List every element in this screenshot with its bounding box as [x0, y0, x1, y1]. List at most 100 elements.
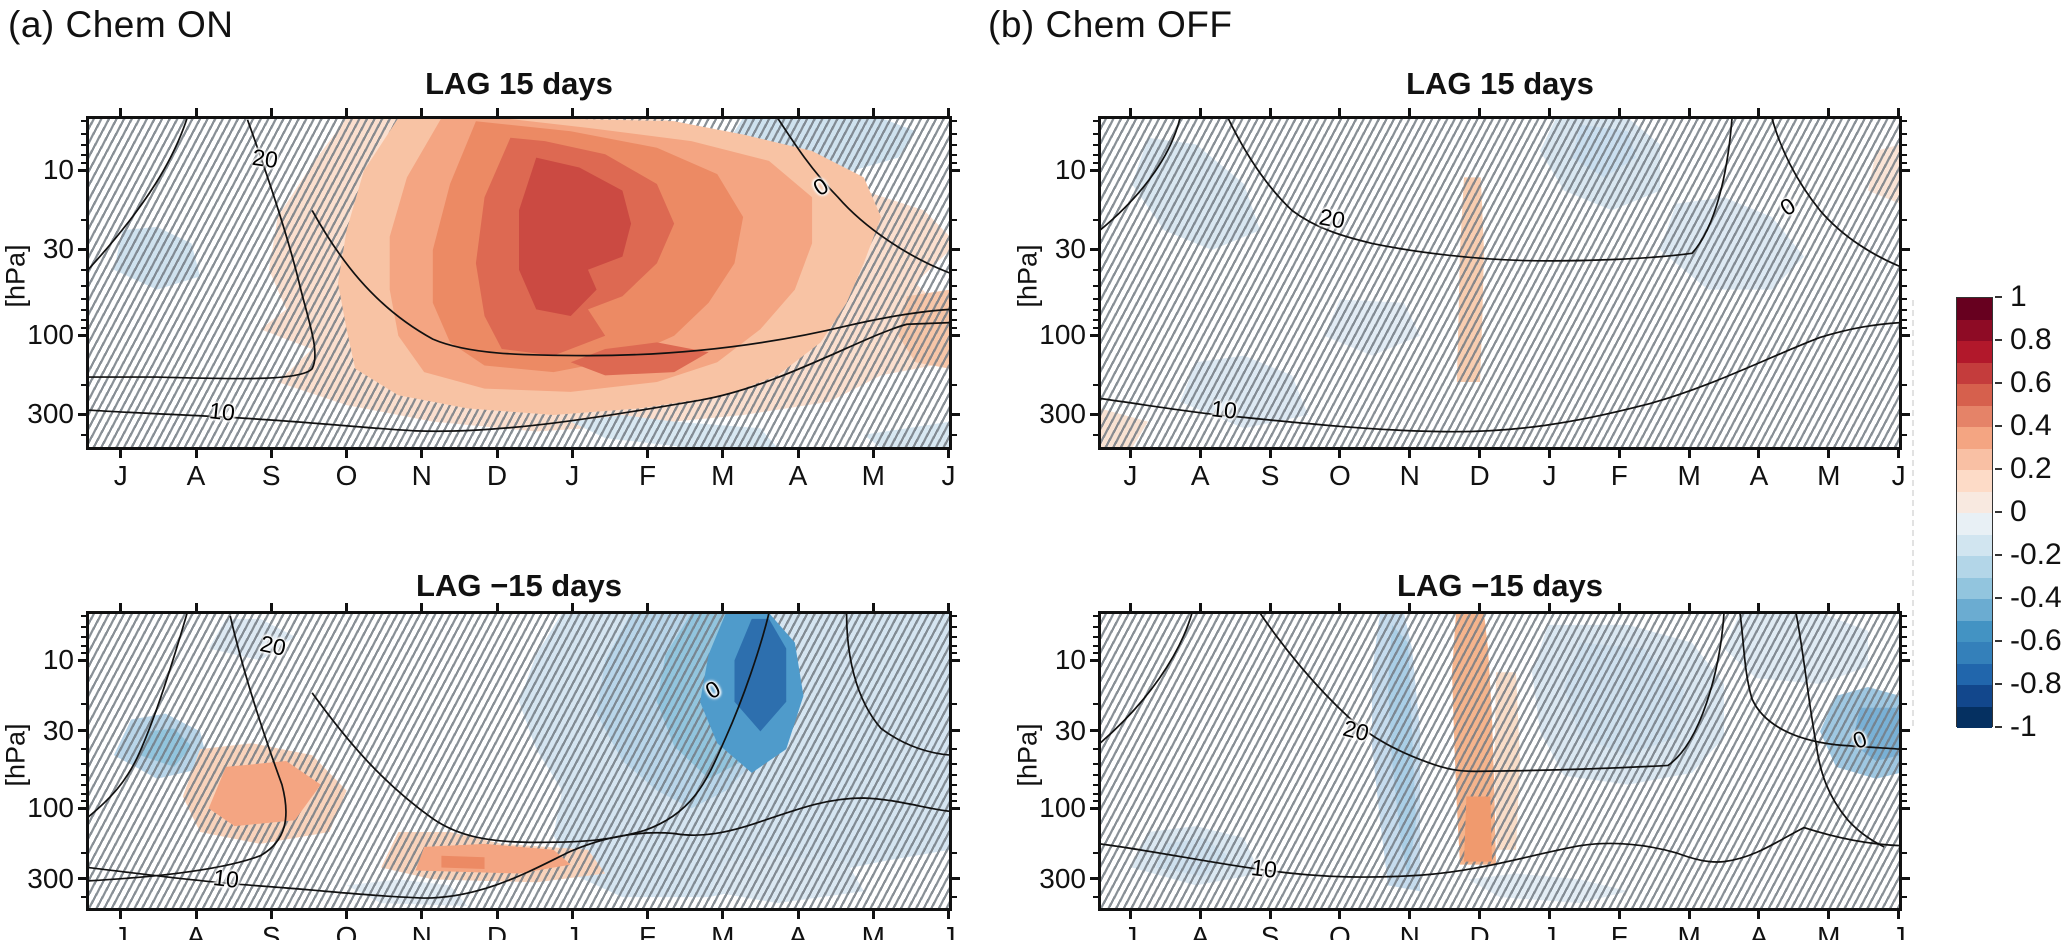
x-axis-tick: [1757, 603, 1761, 613]
x-axis-month-label: A: [1190, 460, 1210, 491]
x-axis-month-label: M: [1677, 460, 1701, 491]
x-axis-tick: [1128, 448, 1132, 458]
x-axis-tick: [1617, 603, 1621, 613]
x-axis-tick: [495, 448, 499, 458]
x-axis-tick: [1268, 448, 1272, 458]
colorbar-cell: [1957, 556, 1992, 578]
x-axis-tick: [1338, 108, 1342, 118]
y-axis-minor-tick: [1900, 896, 1907, 899]
x-axis-tick: [1547, 108, 1551, 118]
y-axis-minor-tick: [1900, 326, 1907, 329]
colorbar-cell: [1957, 706, 1992, 728]
y-axis-minor-tick: [1900, 626, 1907, 629]
significant-fill-and-contours-layer: [1100, 118, 1900, 448]
x-axis-month-label: O: [335, 460, 358, 491]
hatching-overlay: [1100, 613, 1900, 909]
y-axis-major-tick: [78, 168, 88, 172]
x-axis-tick: [269, 603, 273, 613]
y-axis-minor-tick: [1093, 326, 1100, 329]
x-axis-tick: [570, 108, 574, 118]
y-axis-minor-tick: [81, 162, 88, 165]
colorbar-tick-label: -0.8: [2010, 667, 2062, 700]
y-axis-minor-tick: [1900, 792, 1907, 795]
y-axis-minor-tick: [950, 119, 957, 122]
y-axis-tick-label: 300: [1039, 862, 1086, 894]
colorbar-tick-label: 0.4: [2010, 409, 2052, 442]
x-axis-tick: [796, 108, 800, 118]
x-axis-tick: [119, 603, 123, 613]
y-axis-minor-tick: [81, 703, 88, 706]
y-axis-minor-tick: [950, 851, 957, 854]
title-b-lag-minus15: LAG −15 days: [1397, 568, 1603, 603]
x-axis-tick: [1338, 603, 1342, 613]
title-a-lag-plus15: LAG 15 days: [425, 66, 613, 101]
y-axis-minor-tick: [1900, 614, 1907, 617]
colorbar-cell: [1957, 427, 1992, 449]
x-axis-month-label: S: [261, 460, 281, 491]
x-axis-tick: [194, 448, 198, 458]
x-axis-month-label: J: [1123, 460, 1138, 491]
panel-chem-off-lag-minus15: 20 0 10: [1090, 603, 1910, 919]
x-axis-month-label: J: [1542, 921, 1557, 940]
y-axis-tick-label: 30: [1054, 714, 1086, 746]
x-axis-month-label: D: [1469, 460, 1490, 491]
x-axis-tick: [1408, 603, 1412, 613]
x-axis-tick: [947, 603, 951, 613]
y-axis-minor-tick: [1900, 384, 1907, 387]
y-axis-minor-tick: [1093, 774, 1100, 777]
contour-label-20: 20: [250, 144, 280, 174]
x-axis-month-label: J: [1123, 921, 1138, 940]
x-axis-month-label: J: [565, 460, 580, 491]
y-axis-major-tick: [1090, 168, 1100, 172]
colorbar-cell: [1957, 448, 1992, 470]
colorbar-tick: [1995, 554, 2002, 556]
y-axis-minor-tick: [1093, 636, 1100, 639]
y-axis-minor-tick: [950, 626, 957, 629]
y-axis-minor-tick: [81, 326, 88, 329]
y-axis-major-tick: [1090, 806, 1100, 810]
y-axis-minor-tick: [950, 784, 957, 787]
x-axis-month-label: N: [1399, 460, 1420, 491]
x-axis-tick: [345, 603, 348, 613]
x-axis-month-label: O: [1329, 921, 1351, 940]
x-axis-tick: [1198, 909, 1202, 919]
y-axis-minor-tick: [950, 133, 957, 135]
colorbar-tick-label: 0.2: [2010, 452, 2052, 485]
x-axis-tick: [1897, 448, 1901, 458]
x-axis-tick: [1757, 909, 1761, 919]
y-axis-minor-tick: [1900, 318, 1907, 321]
y-axis-tick-label: 30: [42, 714, 74, 746]
colorbar-tick: [1995, 640, 2002, 642]
significant-fill-and-contours-layer: [1100, 613, 1900, 909]
y-axis-minor-tick: [1900, 162, 1907, 165]
y-axis-minor-tick: [81, 218, 88, 221]
y-axis-minor-tick: [81, 626, 88, 629]
colorbar-tick: [1995, 511, 2002, 513]
y-axis-minor-tick: [81, 644, 88, 647]
y-axis-minor-tick: [1093, 644, 1100, 647]
x-axis-tick: [194, 108, 198, 118]
x-axis-tick: [796, 909, 800, 919]
x-axis-month-label: S: [1260, 460, 1280, 491]
y-axis-minor-tick: [1093, 748, 1100, 751]
y-axis-major-tick: [1900, 412, 1910, 416]
x-axis-tick: [1478, 108, 1482, 118]
x-axis-month-label: M: [1817, 460, 1841, 491]
x-axis-tick: [721, 448, 725, 458]
x-axis-month-label: M: [711, 460, 735, 491]
y-axis-major-tick: [1090, 247, 1100, 251]
y-axis-minor-tick: [81, 636, 88, 639]
y-axis-title: [hPa]: [0, 723, 31, 787]
y-axis-minor-tick: [81, 268, 88, 271]
y-axis-minor-tick: [81, 748, 88, 751]
y-axis-minor-tick: [1093, 153, 1100, 156]
x-axis-tick: [721, 909, 725, 919]
x-axis-tick: [1827, 909, 1831, 919]
x-axis-tick: [1478, 448, 1482, 458]
x-axis-month-label: A: [186, 921, 206, 940]
y-axis-minor-tick: [81, 851, 88, 854]
y-axis-major-tick: [1090, 412, 1100, 416]
x-axis-month-label: J: [1891, 460, 1906, 491]
y-axis-major-tick: [950, 412, 960, 416]
x-axis-month-label: F: [638, 460, 657, 491]
